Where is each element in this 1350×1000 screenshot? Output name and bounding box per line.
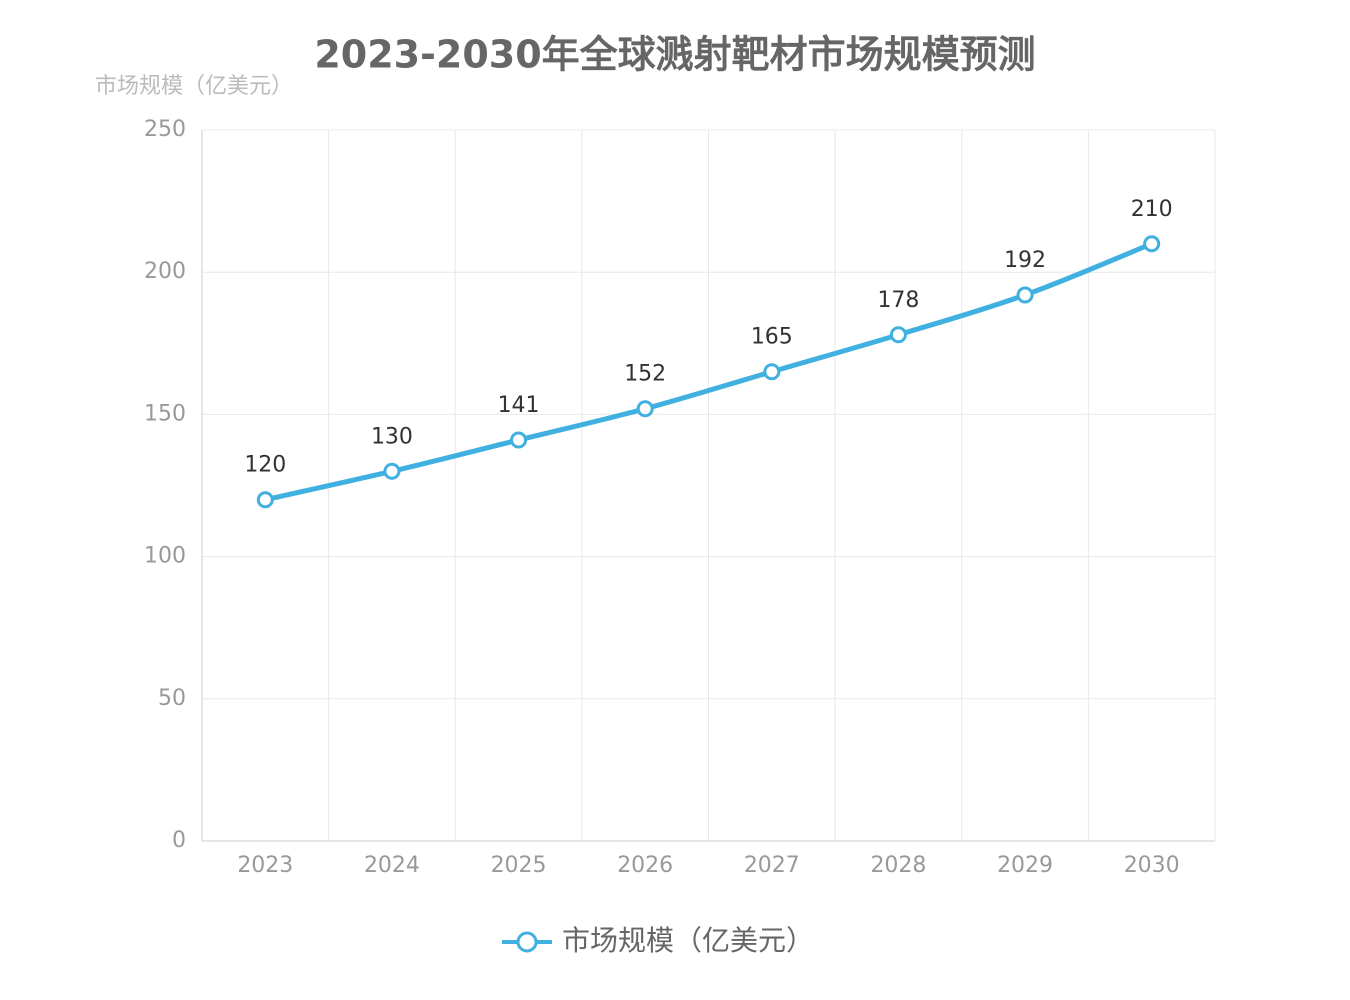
x-tick-label: 2026 xyxy=(617,853,673,878)
point xyxy=(256,491,274,509)
x-tick-label: 2029 xyxy=(997,853,1053,878)
y-tick-label: 100 xyxy=(144,544,186,569)
point xyxy=(510,431,528,449)
data-label: 178 xyxy=(877,288,919,313)
data-label: 210 xyxy=(1131,197,1173,222)
x-tick-label: 2023 xyxy=(237,853,293,878)
x-tick-label: 2025 xyxy=(491,853,547,878)
line xyxy=(264,241,1153,503)
point xyxy=(636,400,654,418)
point xyxy=(1016,286,1034,304)
data-label: 141 xyxy=(498,393,540,418)
legend-marker xyxy=(516,931,538,953)
x-tick-label: 2028 xyxy=(870,853,926,878)
y-tick-label: 250 xyxy=(144,117,186,142)
x-tick-label: 2027 xyxy=(744,853,800,878)
y-tick-label: 150 xyxy=(144,401,186,426)
x-tick-label: 2030 xyxy=(1124,853,1180,878)
data-label: 192 xyxy=(1004,248,1046,273)
point xyxy=(383,462,401,480)
y-tick-label: 200 xyxy=(144,259,186,284)
point xyxy=(889,326,907,344)
chart-title: 2023-2030年全球溅射靶材市场规模预测 xyxy=(314,33,1035,77)
legend-label: 市场规模（亿美元） xyxy=(562,924,814,957)
data-label: 130 xyxy=(371,424,413,449)
point xyxy=(763,363,781,381)
point xyxy=(1143,235,1161,253)
y-tick-label: 0 xyxy=(172,828,186,853)
y-axis-label: 市场规模（亿美元） xyxy=(95,74,293,99)
x-tick-label: 2024 xyxy=(364,853,420,878)
data-label: 152 xyxy=(624,362,666,387)
data-label: 165 xyxy=(751,325,793,350)
data-label: 120 xyxy=(244,453,286,478)
y-tick-label: 50 xyxy=(158,686,186,711)
